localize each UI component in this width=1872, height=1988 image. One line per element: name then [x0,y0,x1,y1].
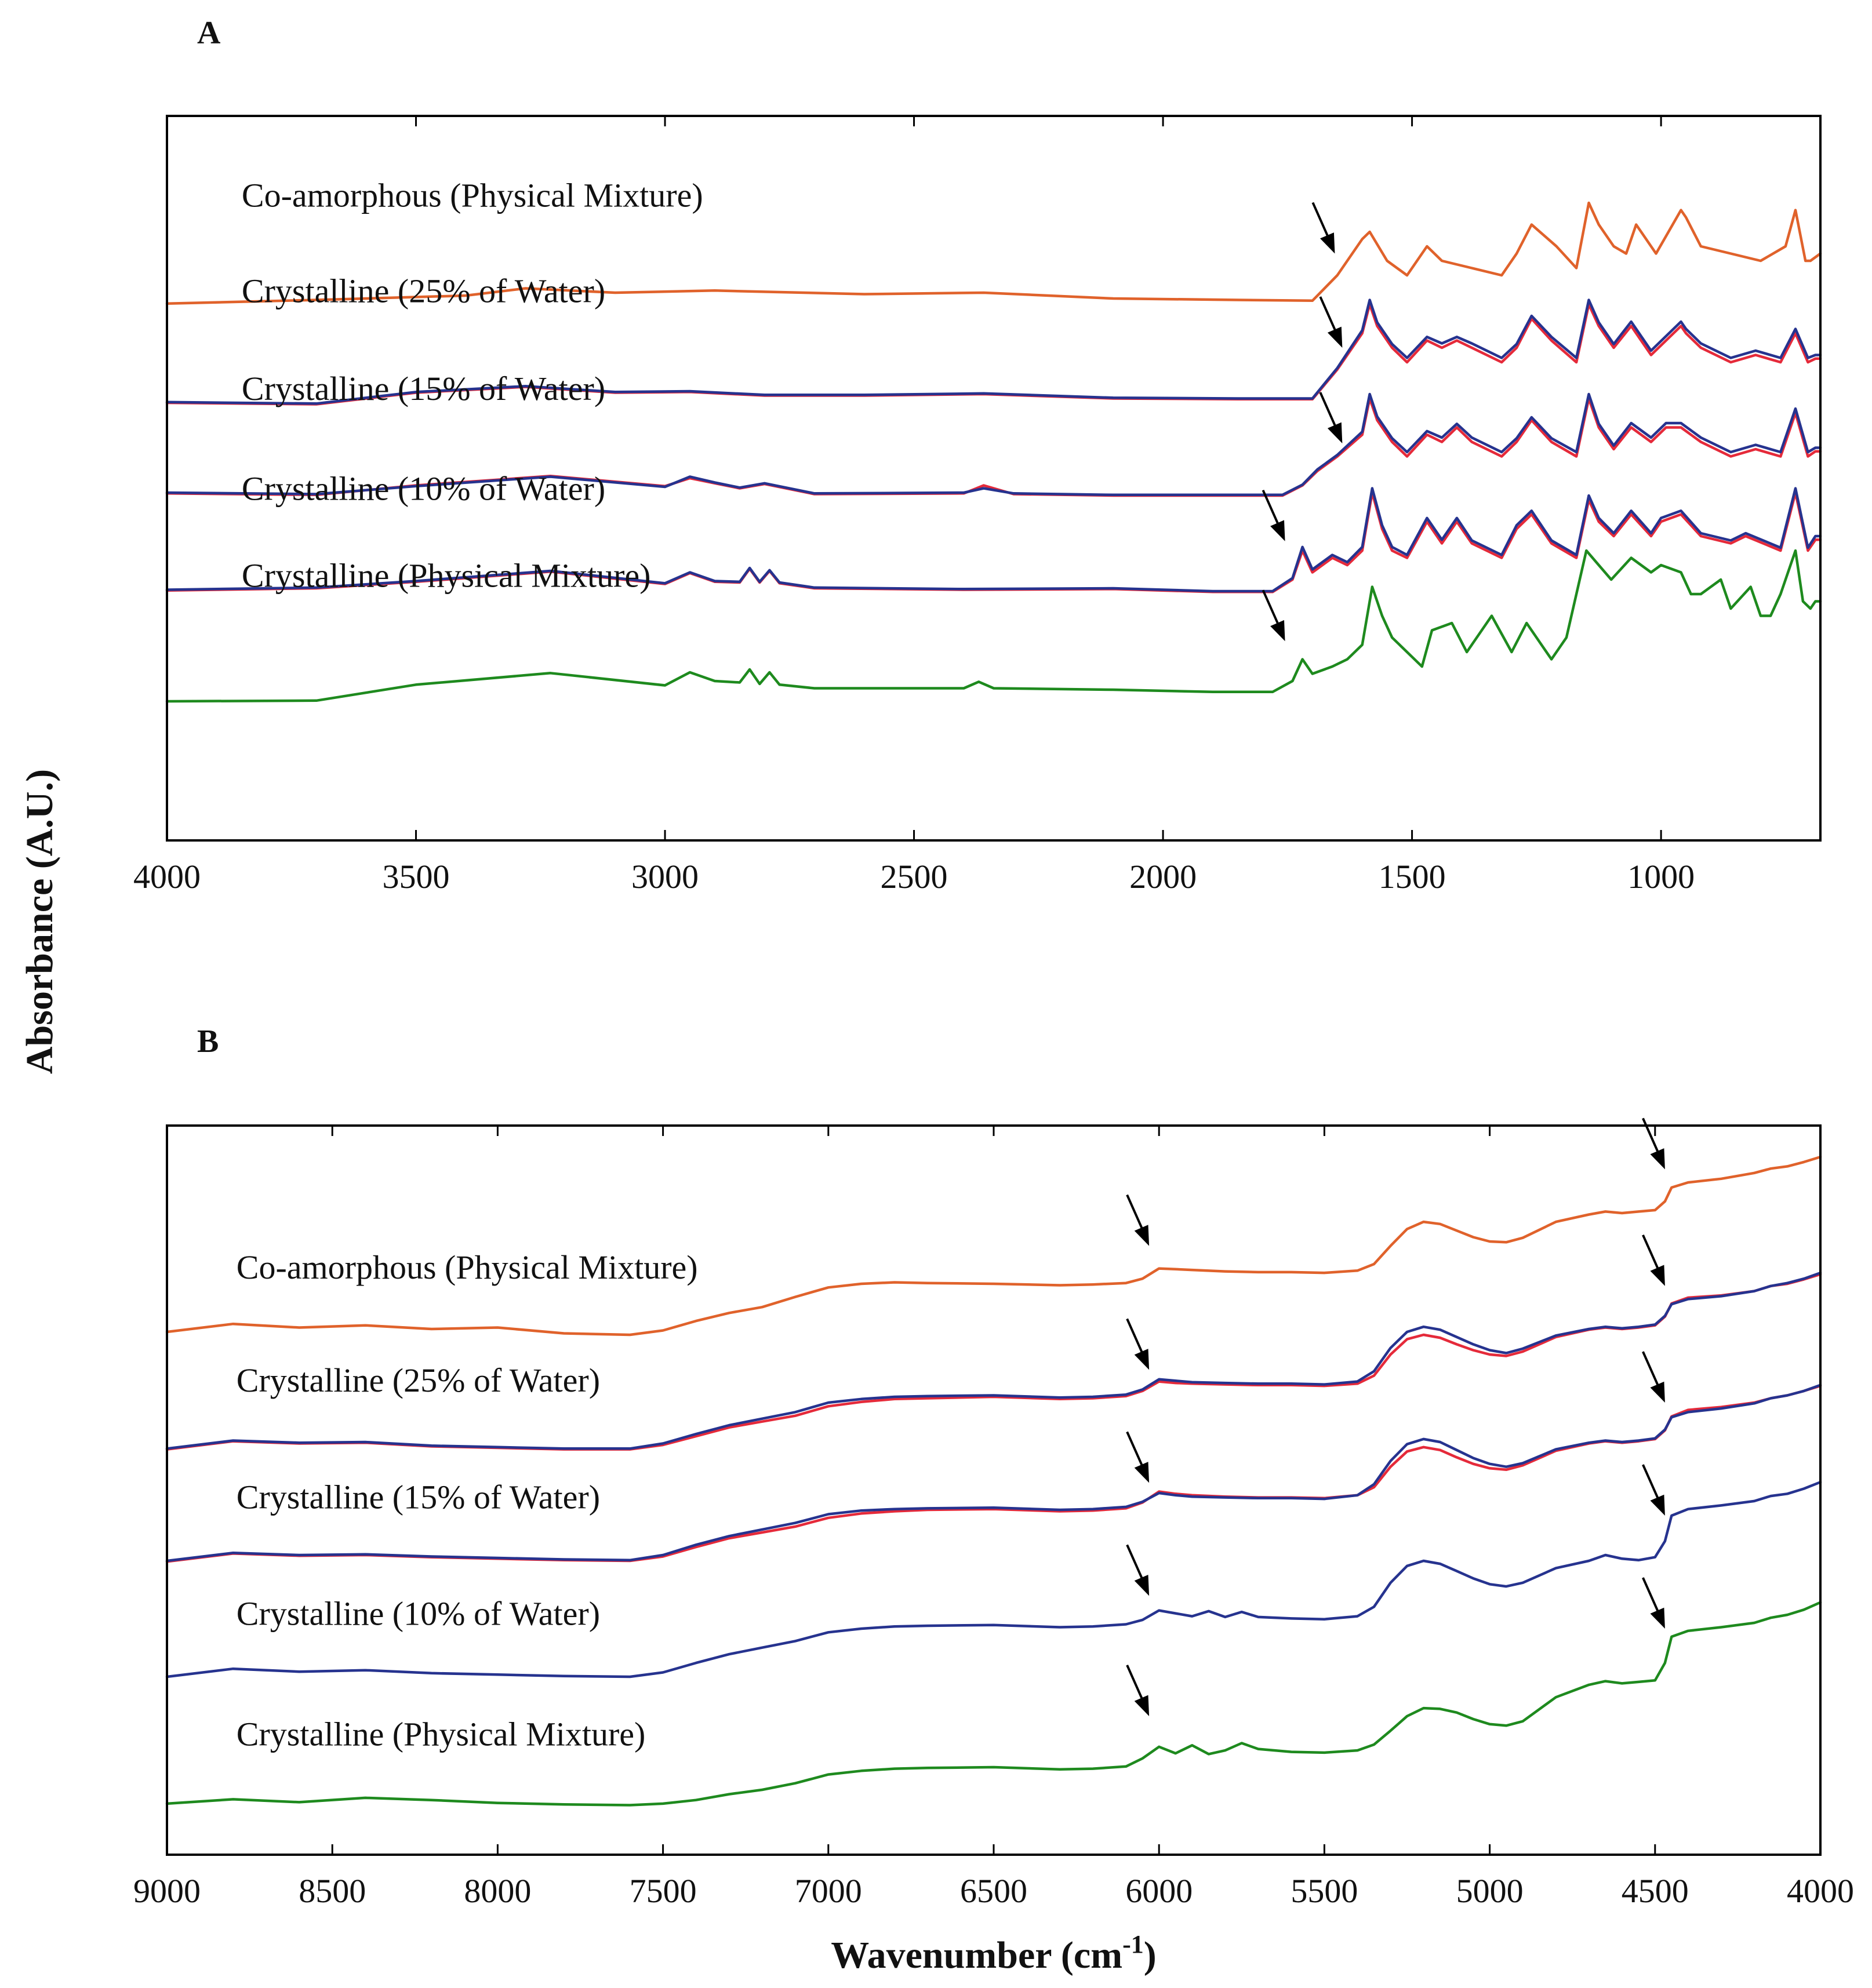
panel-b-arrows [1126,1117,1665,1716]
panel-a-series-label-0: Co-amorphous (Physical Mixture) [242,176,703,214]
panel-b-arrow-8 [1642,1464,1665,1516]
panel-b-chart: B Co-amorphous (Physical Mixture) Crystal… [133,1024,1854,1910]
panel-b-tick-label-8: 5000 [1456,1872,1524,1910]
panel-a-series-label-1: Crystalline (25% of Water) [242,272,605,310]
panel-b-series-label-0: Co-amorphous (Physical Mixture) [237,1248,698,1286]
panel-a-tick-label-5: 1500 [1379,858,1446,895]
panel-a-plot-frame [166,115,1822,842]
panel-b-tick-label-5: 6500 [960,1872,1027,1910]
panel-b-series-label-1: Crystalline (25% of Water) [237,1361,600,1399]
panel-b-tick-label-3: 7500 [630,1872,697,1910]
panel-b-letter: B [197,1024,219,1059]
panel-b-tick-label-7: 5500 [1291,1872,1358,1910]
panel-a-spectrum-6 [165,487,1822,593]
panel-a-spectrum-0 [165,201,1822,305]
panel-b-arrow-6 [1642,1234,1665,1286]
panel-b-arrow-1 [1126,1318,1150,1370]
panel-b-tick-label-9: 4500 [1622,1872,1689,1910]
panel-a-arrow-1 [1319,296,1343,348]
panel-b-tick-label-0: 9000 [133,1872,201,1910]
panel-a-arrow-2 [1319,392,1343,443]
panel-b-spectrum-5 [165,1480,1822,1678]
panel-b-series-label-3: Crystalline (15% of Water) [237,1478,600,1516]
panel-b-arrow-4 [1126,1665,1150,1716]
panel-b-spectrum-0 [165,1155,1822,1337]
panel-b-spectrum-4 [165,1383,1822,1563]
panel-a-spectrum-7 [165,549,1822,703]
panel-a-x-axis: 4000 3500 3000 2500 2000 1500 1000 [133,116,1695,895]
panel-b-arrow-9 [1642,1577,1665,1629]
panel-b-spectrum-6 [165,1601,1822,1807]
panel-b-arrow-2 [1126,1431,1150,1483]
panel-b-series-labels: Co-amorphous (Physical Mixture) Crystalli… [237,1248,698,1753]
panel-b-arrow-7 [1642,1351,1665,1403]
panel-a-series-label-5: Crystalline (10% of Water) [242,470,605,508]
panel-a-tick-label-4: 2000 [1129,858,1197,895]
panel-b-arrow-3 [1126,1544,1150,1596]
panel-a-arrow-4 [1262,589,1285,642]
panel-b-spectra [165,1155,1822,1807]
y-axis-title: Absorbance (A.U.) [19,769,61,1074]
panel-b-tick-label-10: 4000 [1787,1872,1854,1910]
x-axis-title-suffix: ) [1144,1934,1157,1976]
panel-b-x-axis: 9000 8500 8000 7500 7000 6500 6000 5500 5000 4500… [133,1126,1854,1910]
panel-a-spectra [165,201,1822,703]
panel-a-arrows [1262,202,1343,642]
panel-a-tick-label-3: 2500 [881,858,948,895]
panel-a-spectrum-4 [165,392,1822,497]
panel-b-tick-label-4: 7000 [795,1872,862,1910]
panel-b-arrow-0 [1126,1194,1150,1246]
panel-a-letter: A [197,15,221,51]
x-axis-title: Wavenumber (cm-1) [831,1930,1157,1976]
x-axis-title-superscript: -1 [1122,1930,1144,1958]
panel-a-arrow-0 [1311,202,1335,254]
panel-a-tick-label-6: 1000 [1627,858,1695,895]
panel-b-spectrum-3 [165,1384,1822,1563]
panel-a-spectrum-2 [165,298,1822,405]
panel-a-series-label-3: Crystalline (15% of Water) [242,370,605,407]
panel-a-arrow-3 [1262,489,1285,541]
panel-a-chart: A Co-amorphous (Physical Mixture) Crystal… [133,15,1822,895]
panel-a-tick-label-1: 3500 [383,858,450,895]
panel-b-series-label-5: Crystalline (10% of Water) [237,1595,600,1633]
panel-b-tick-label-1: 8500 [299,1872,366,1910]
panel-a-series-label-7: Crystalline (Physical Mixture) [242,557,651,595]
x-axis-title-main: Wavenumber (cm [831,1934,1122,1976]
panel-b-spectrum-2 [165,1271,1822,1450]
panel-b-tick-label-2: 8000 [464,1872,531,1910]
panel-b-tick-label-6: 6000 [1125,1872,1193,1910]
panel-a-tick-label-2: 3000 [631,858,699,895]
panel-a-series-labels: Co-amorphous (Physical Mixture) Crystalli… [242,176,703,594]
panel-b-series-label-6: Crystalline (Physical Mixture) [237,1715,646,1753]
panel-a-tick-label-0: 4000 [133,858,201,895]
